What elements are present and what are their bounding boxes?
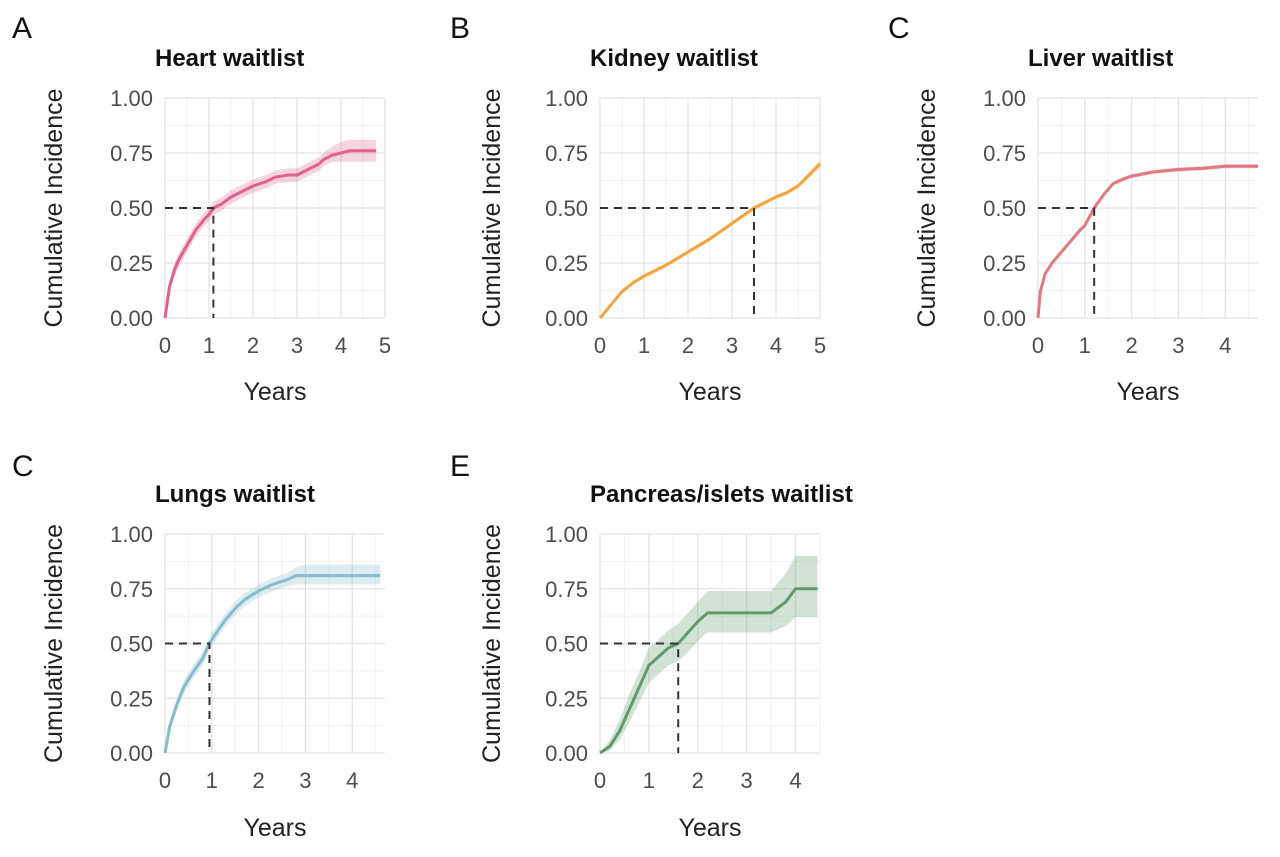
y-tick-label: 0.75: [983, 141, 1026, 166]
y-tick-label: 1.00: [545, 522, 588, 547]
panel-4: 0.00 0.25 0.50 0.75 1.00 0 1 2 3 4 C Lungs waitlist…: [12, 450, 385, 842]
x-tick-label: 0: [1032, 333, 1044, 358]
y-tick-label: 0.50: [545, 196, 588, 221]
median-guide: [1038, 207, 1096, 318]
panel-1: 0.00 0.25 0.50 0.75 1.00 0 1 2 3 4 5 A Heart waitlis…: [12, 12, 391, 406]
incidence-line: [599, 587, 818, 755]
y-tick-label: 0.50: [545, 632, 588, 657]
panel-letter: E: [450, 450, 470, 483]
y-axis-label: Cumulative Incidence: [478, 88, 506, 327]
x-tick-label: 1: [203, 333, 215, 358]
x-tick-label: 3: [1172, 333, 1184, 358]
x-tick-label: 3: [299, 768, 311, 793]
median-guide: [165, 642, 211, 753]
y-tick-label: 0.75: [110, 577, 153, 602]
y-axis-label: Cumulative Incidence: [40, 524, 68, 763]
x-tick-label: 3: [741, 768, 753, 793]
y-tick-label: 0.00: [545, 741, 588, 766]
incidence-line: [163, 574, 381, 754]
y-axis-label: Cumulative Incidence: [913, 88, 941, 327]
y-tick-label: 0.25: [983, 251, 1026, 276]
x-tick-label: 4: [789, 768, 801, 793]
x-tick-label: 2: [682, 333, 694, 358]
x-tick-label: 5: [814, 333, 826, 358]
x-tick-label: 3: [291, 333, 303, 358]
panel-title: Kidney waitlist: [590, 45, 758, 72]
panel-letter: C: [888, 12, 910, 45]
x-tick-label: 2: [692, 768, 704, 793]
x-tick-label: 3: [726, 333, 738, 358]
panel-3: 0.00 0.25 0.50 0.75 1.00 0 1 2 3 4 C Liver waitlist…: [888, 12, 1258, 406]
panel-title: Pancreas/islets waitlist: [590, 481, 853, 508]
incidence-line: [598, 162, 822, 319]
y-tick-label: 0.00: [983, 306, 1026, 331]
y-tick-label: 0.50: [983, 196, 1026, 221]
x-tick-label: 1: [1079, 333, 1091, 358]
y-tick-label: 0.25: [110, 686, 153, 711]
median-guide: [165, 207, 215, 318]
y-axis-label: Cumulative Incidence: [478, 524, 506, 763]
x-tick-label: 0: [594, 768, 606, 793]
x-axis-label: Years: [678, 814, 741, 842]
incidence-line: [1036, 164, 1258, 319]
y-tick-label: 0.00: [110, 741, 153, 766]
x-tick-label: 1: [206, 768, 218, 793]
x-tick-label: 0: [159, 333, 171, 358]
x-tick-label: 0: [159, 768, 171, 793]
y-tick-label: 0.00: [545, 306, 588, 331]
x-tick-label: 0: [594, 333, 606, 358]
y-tick-label: 1.00: [545, 86, 588, 111]
x-tick-label: 4: [1219, 333, 1231, 358]
x-tick-label: 5: [379, 333, 391, 358]
x-tick-label: 1: [638, 333, 650, 358]
x-tick-label: 4: [770, 333, 782, 358]
panel-title: Lungs waitlist: [155, 481, 315, 508]
y-axis-label: Cumulative Incidence: [40, 88, 68, 327]
y-tick-label: 0.25: [545, 251, 588, 276]
x-tick-label: 2: [1125, 333, 1137, 358]
y-tick-label: 1.00: [110, 86, 153, 111]
confidence-band: [600, 555, 818, 753]
y-tick-label: 0.75: [545, 577, 588, 602]
y-tick-label: 1.00: [110, 522, 153, 547]
y-tick-label: 0.25: [545, 686, 588, 711]
incidence-line: [163, 149, 377, 319]
x-tick-label: 4: [346, 768, 358, 793]
confidence-band: [165, 139, 377, 318]
x-tick-label: 1: [643, 768, 655, 793]
panel-letter: A: [12, 12, 32, 45]
panel-letter: B: [450, 12, 470, 45]
y-tick-label: 0.50: [110, 632, 153, 657]
y-tick-label: 0.25: [110, 251, 153, 276]
confidence-band: [165, 564, 381, 753]
median-guide: [600, 207, 755, 318]
y-tick-label: 1.00: [983, 86, 1026, 111]
y-tick-label: 0.75: [545, 141, 588, 166]
x-axis-label: Years: [243, 814, 306, 842]
x-tick-label: 4: [335, 333, 347, 358]
y-tick-label: 0.50: [110, 196, 153, 221]
x-tick-label: 2: [252, 768, 264, 793]
x-axis-label: Years: [243, 378, 306, 406]
panel-title: Liver waitlist: [1028, 45, 1173, 72]
x-axis-label: Years: [1116, 378, 1179, 406]
panel-title: Heart waitlist: [155, 45, 304, 72]
panel-2: 0.00 0.25 0.50 0.75 1.00 0 1 2 3 4 5 B Kidney waitli…: [450, 12, 826, 406]
y-tick-label: 0.00: [110, 306, 153, 331]
x-axis-label: Years: [678, 378, 741, 406]
panel-letter: C: [12, 450, 34, 483]
x-tick-label: 2: [247, 333, 259, 358]
panel-5: 0.00 0.25 0.50 0.75 1.00 0 1 2 3 4 E Pancreas/islet…: [450, 450, 853, 842]
y-tick-label: 0.75: [110, 141, 153, 166]
